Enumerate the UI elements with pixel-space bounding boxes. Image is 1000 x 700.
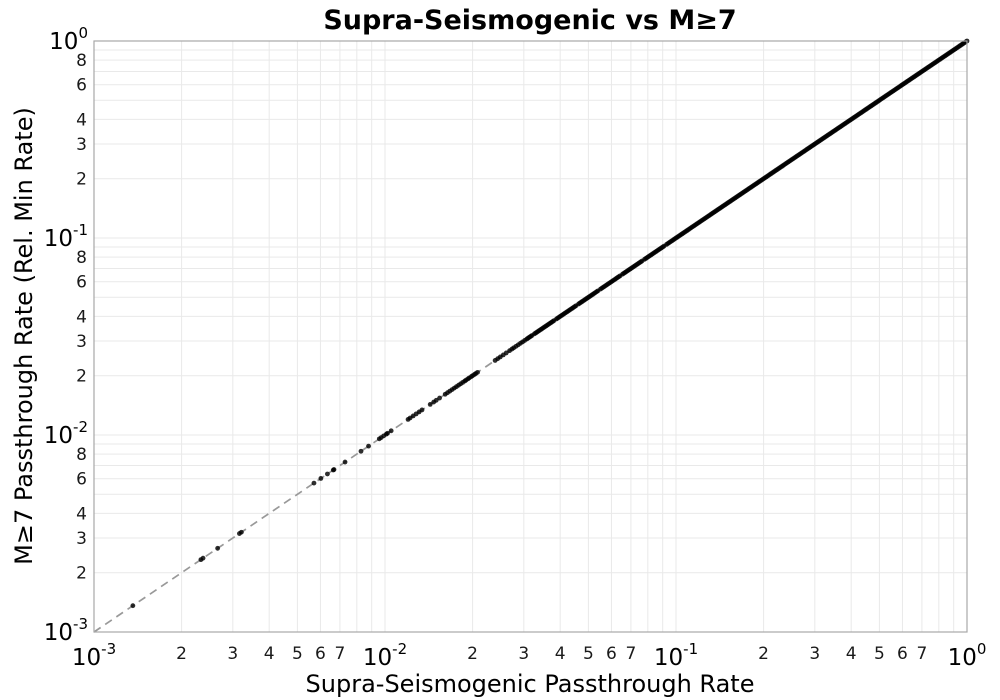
x-minor-tick-label: 6 bbox=[606, 644, 617, 664]
x-major-tick-label: 10-3 bbox=[72, 640, 116, 671]
data-point bbox=[130, 603, 136, 609]
y-minor-tick-label: 6 bbox=[76, 470, 87, 490]
data-point bbox=[318, 476, 324, 481]
y-major-tick-label: 10-3 bbox=[44, 615, 88, 646]
data-point bbox=[427, 401, 433, 407]
plot-border bbox=[93, 40, 968, 633]
data-point bbox=[200, 555, 206, 561]
y-minor-tick-label: 8 bbox=[76, 445, 87, 465]
y-minor-tick-label: 3 bbox=[76, 135, 87, 155]
y-minor-tick-label: 2 bbox=[76, 367, 87, 387]
x-minor-tick-label: 6 bbox=[315, 644, 326, 664]
x-minor-tick-label: 5 bbox=[874, 644, 885, 664]
data-point bbox=[331, 467, 337, 472]
data-point bbox=[385, 430, 390, 436]
y-axis-label: M≥7 Passthrough Rate (Rel. Min Rate) bbox=[10, 107, 38, 565]
y-minor-tick-label: 8 bbox=[76, 51, 87, 71]
data-point bbox=[215, 545, 221, 551]
y-minor-tick-label: 2 bbox=[76, 170, 87, 190]
data-point bbox=[388, 428, 394, 434]
chart-title: Supra-Seismogenic vs M≥7 bbox=[323, 5, 736, 36]
y-minor-tick-label: 4 bbox=[76, 307, 87, 327]
x-minor-tick-label: 2 bbox=[176, 644, 187, 664]
data-point bbox=[366, 443, 371, 449]
x-minor-tick-label: 4 bbox=[555, 644, 566, 664]
x-major-tick-label: 10-1 bbox=[654, 640, 698, 671]
y-minor-tick-label: 3 bbox=[76, 529, 87, 549]
x-minor-tick-label: 4 bbox=[264, 644, 275, 664]
x-major-tick-label: 100 bbox=[948, 640, 987, 671]
x-minor-tick-label: 3 bbox=[518, 644, 529, 664]
x-minor-tick-label: 5 bbox=[292, 644, 303, 664]
y-minor-tick-label: 4 bbox=[76, 110, 87, 130]
y-minor-tick-label: 3 bbox=[76, 332, 87, 352]
x-axis-label: Supra-Seismogenic Passthrough Rate bbox=[306, 670, 755, 698]
y-minor-tick-label: 8 bbox=[76, 248, 87, 268]
data-point bbox=[475, 369, 480, 375]
x-minor-tick-label: 7 bbox=[335, 644, 346, 664]
x-minor-tick-label: 3 bbox=[809, 644, 820, 664]
x-minor-tick-label: 7 bbox=[626, 644, 637, 664]
grid-layer bbox=[93, 40, 968, 633]
y-minor-tick-label: 6 bbox=[76, 76, 87, 96]
x-minor-tick-label: 2 bbox=[758, 644, 769, 664]
x-minor-tick-label: 6 bbox=[897, 644, 908, 664]
x-minor-tick-label: 7 bbox=[917, 644, 928, 664]
data-point bbox=[325, 471, 330, 477]
data-point bbox=[311, 480, 317, 486]
y-minor-tick-label: 4 bbox=[76, 504, 87, 524]
x-minor-tick-label: 2 bbox=[467, 644, 478, 664]
scatter-points-layer bbox=[130, 38, 970, 609]
x-major-tick-label: 10-2 bbox=[363, 640, 407, 671]
data-point bbox=[342, 459, 348, 465]
x-minor-tick-label: 5 bbox=[583, 644, 594, 664]
data-point bbox=[358, 448, 364, 454]
x-minor-tick-label: 4 bbox=[846, 644, 857, 664]
data-point bbox=[419, 407, 425, 413]
data-point bbox=[238, 529, 244, 535]
y-minor-tick-label: 2 bbox=[76, 564, 87, 584]
data-point bbox=[437, 395, 442, 401]
y-minor-tick-label: 6 bbox=[76, 273, 87, 293]
x-minor-tick-label: 3 bbox=[227, 644, 238, 664]
